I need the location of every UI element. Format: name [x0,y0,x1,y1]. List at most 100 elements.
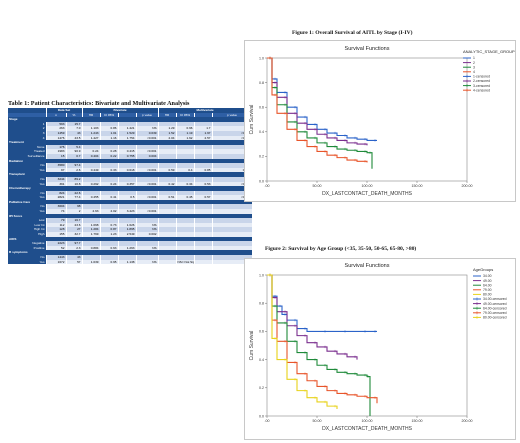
table-cell: 1.626 [118,222,137,228]
table-cell [118,255,137,260]
column-header-cell [118,112,137,118]
table-cell [100,144,119,150]
row-label: 4 [8,135,47,141]
table-row: Positive 52 2.3 0.884 0.63 1.263 NS [8,245,253,251]
section-label: Palliative Care [8,199,253,205]
table-cell: 1.068 [82,222,101,228]
table-cell [158,241,177,246]
table-cell: <0.001 [136,167,159,173]
column-header-cell: CI 95% [176,112,195,118]
figure2-svg: Survival Functions 0.0 0.2 0.4 0.6 0.8 1.0 .00 5… [249,263,507,432]
table-cell: 0.33 [100,167,119,173]
figure1-svg: Survival Functions 0.0 0.2 0.4 0.6 0.8 1.0 .00 5… [249,46,515,197]
table-cell: 1.039 [82,259,101,265]
table-cell [194,222,213,228]
table-cell: 74 [46,209,67,214]
section-label: AIDS [8,236,253,242]
table-cell [212,245,253,251]
legend-label: 4-censored [473,88,490,92]
table-cell: 0.755 [118,153,137,159]
legend-title: ANALYTIC_STAGE_GROUP [463,49,515,54]
table-cell: 0.7 [66,153,83,159]
row-label: Yes [8,195,47,200]
table-cell: 0.4 [176,167,195,173]
x-tick-label: 50.00 [313,419,322,423]
table-cell [118,176,137,182]
row-label: High Int [8,227,47,233]
table-cell [176,209,195,214]
y-tick-label: 0.0 [259,414,264,418]
table-cell [136,204,159,210]
table-cell [158,218,177,223]
table-cell: 79 [46,218,67,223]
table-section-row: Palliative Care [8,199,253,205]
table-cell: 2 [66,209,83,214]
table-cell [158,255,177,260]
legend-label: 79.00 [483,288,492,292]
legend-title: AgeGroups [473,267,493,272]
table-cell: 23.6 [66,222,83,228]
table-cell: 0.22 [100,153,119,159]
x-tick-label: 150.00 [412,419,423,423]
table-row: No 1443 43 [8,255,253,260]
legend-label: 1-censored [473,75,490,79]
table-cell [158,149,177,154]
table-cell: 0.96 [176,126,195,131]
table-cell [212,209,253,214]
table-cell [100,163,119,168]
table-cell: 0.455 [82,195,101,200]
table-cell: 2223 [46,241,67,246]
table-cell: 15.7 [66,121,83,127]
table-cell: 1.263 [118,245,137,251]
table-cell: 0.41 [100,195,119,200]
table-cell: 43 [66,255,83,260]
table-cell: 27 [66,227,83,233]
table-cell: 1459 [46,130,67,136]
table-cell [118,190,137,196]
table-row: Yes 391 10.8 0.292 0.24 0.357 <0.001 0.42 0.34 0.… [8,181,253,187]
table-cell: 2.6 [66,167,83,173]
row-label: 3 [8,130,47,136]
table-cell: 0.28 [100,149,119,154]
table-cell: 1.895 [118,227,137,233]
table-cell [194,121,213,127]
table-cell: 2821 [46,195,67,200]
row-label: Yes [8,167,47,173]
table-cell: 1.243 [82,130,101,136]
table-row: High Int 128 27 1.284 0.87 1.895 NS [8,227,253,233]
table-cell [100,204,119,210]
table-group-header: Data Set Bivariate Multivariate [8,108,253,113]
table-cell: 263 [46,126,67,131]
table-cell: NS [136,245,159,251]
table-row: No 3604 98 [8,204,253,210]
table-cell: 90.9 [66,149,83,154]
table-cell [158,121,177,127]
table-cell [194,259,213,265]
table-cell [82,255,101,260]
x-axis-label: DX_LASTCONTACT_DEATH_MONTHS [322,426,412,432]
table-cell: 0.24 [82,149,101,154]
table-cell: 89.2 [66,176,83,182]
row-label: No [8,255,47,260]
row-label: Surveillance [8,153,47,159]
table-cell: 0.85 [194,167,213,173]
table-cell: 32.7 [66,232,83,237]
y-tick-label: 1.0 [259,273,264,277]
table-cell [212,218,253,223]
table-cell [158,222,177,228]
table-cell: 1.103 [82,126,101,131]
series-line [267,274,338,409]
table-cell: 0.5 [118,195,137,200]
table-cell: 0.002 [136,232,159,237]
x-tick-label: 100.00 [362,184,373,188]
table-cell: 0.884 [82,245,101,251]
row-label: Positive [8,245,47,251]
table-cell: 1.769 [82,232,101,237]
group-header-cell: Data Set [46,108,83,113]
table-cell [158,163,177,168]
table-cell [212,222,253,228]
table-cell: 97 [46,167,67,173]
table-cell [158,204,177,210]
row-label: 1 [8,121,47,127]
